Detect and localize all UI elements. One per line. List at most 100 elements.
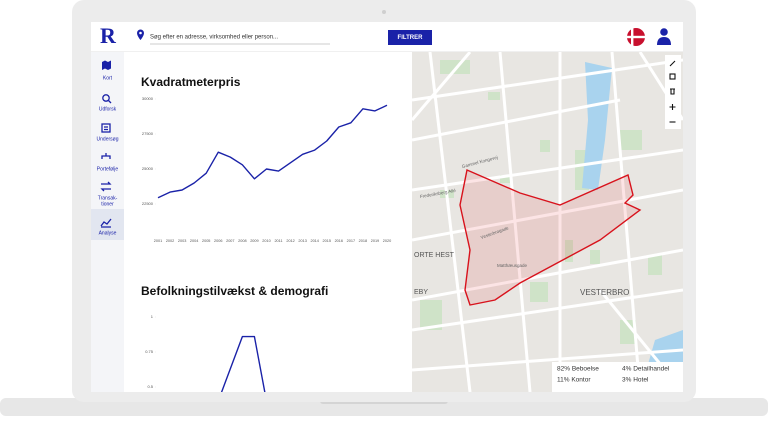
icon-map[interactable] bbox=[102, 60, 111, 71]
filter-button[interactable] bbox=[388, 30, 432, 45]
map-road bbox=[412, 348, 683, 372]
x-tick-label: 2009 bbox=[250, 239, 258, 243]
data-line bbox=[157, 104, 388, 199]
map-tools bbox=[665, 55, 681, 129]
search-pin-dot bbox=[139, 31, 142, 35]
map-selection[interactable] bbox=[459, 169, 642, 306]
sidebar-label[interactable]: Transak- bbox=[98, 195, 118, 201]
x-tick-label: 2003 bbox=[178, 239, 186, 243]
y-tick-label: 27500 bbox=[142, 131, 154, 136]
x-tick-label: 2015 bbox=[323, 239, 331, 243]
map-park bbox=[565, 240, 573, 262]
sidebar-label[interactable]: Portefølje bbox=[97, 166, 119, 172]
x-tick-label: 2002 bbox=[166, 239, 174, 243]
sidebar-label[interactable]: Analyse bbox=[99, 230, 117, 236]
x-tick-label: 2005 bbox=[202, 239, 210, 243]
data-line bbox=[220, 335, 266, 392]
map-park bbox=[620, 130, 642, 150]
map-lake bbox=[582, 62, 612, 190]
map-road bbox=[498, 52, 532, 392]
map-park bbox=[648, 255, 662, 275]
camera bbox=[382, 10, 386, 14]
search-pin bbox=[137, 29, 144, 40]
chart-panel bbox=[124, 52, 412, 392]
map-road bbox=[412, 58, 683, 102]
y-tick-label: 0.75 bbox=[145, 349, 154, 354]
map-label: VESTERBRO bbox=[580, 288, 629, 297]
icon-explore-handle[interactable] bbox=[108, 100, 112, 104]
flag-cross-h bbox=[627, 35, 645, 39]
x-tick-label: 2013 bbox=[298, 239, 306, 243]
x-tick-label: 2006 bbox=[214, 239, 222, 243]
map-label: EBY bbox=[414, 289, 428, 296]
chart-title: Befolkningstilvækst & demografi bbox=[141, 284, 328, 298]
filter-button-label[interactable]: FILTRER bbox=[398, 35, 424, 41]
x-tick-label: 2008 bbox=[238, 239, 246, 243]
x-tick-label: 2018 bbox=[359, 239, 367, 243]
sidebar-active bbox=[91, 209, 124, 240]
icon-analysis[interactable] bbox=[100, 218, 112, 228]
tool-delete[interactable] bbox=[670, 88, 675, 95]
map-label: Matthæusgade bbox=[497, 263, 528, 268]
legend-entry: 82% Beboelse bbox=[557, 366, 599, 373]
map-label: ORTE HEST bbox=[414, 252, 455, 259]
y-tick-label: 30000 bbox=[142, 96, 154, 101]
x-tick-label: 2017 bbox=[347, 239, 355, 243]
x-tick-label: 2016 bbox=[335, 239, 343, 243]
tool-draw[interactable] bbox=[669, 60, 676, 67]
logo[interactable]: R bbox=[100, 23, 117, 48]
chart-title: Kvadratmeterpris bbox=[141, 75, 241, 89]
sidebar-label[interactable]: Kort bbox=[103, 75, 113, 81]
map-road bbox=[412, 288, 683, 332]
map-road bbox=[412, 52, 472, 121]
header bbox=[91, 22, 683, 52]
y-tick-label: 0.5 bbox=[147, 384, 153, 389]
map-label: Frederiksberg Allé bbox=[420, 188, 457, 199]
x-tick-label: 2012 bbox=[286, 239, 294, 243]
user-icon-head[interactable] bbox=[660, 28, 668, 36]
sidebar-label[interactable]: tioner bbox=[101, 201, 114, 207]
icon-transactions[interactable] bbox=[100, 181, 112, 192]
legend-entry: 4% Detailhandel bbox=[622, 366, 670, 373]
map-road bbox=[428, 52, 472, 392]
map-park bbox=[540, 140, 550, 152]
search-input[interactable]: Søg efter en adresse, virksomhed eller p… bbox=[150, 35, 278, 41]
map-park bbox=[420, 300, 442, 330]
sidebar-label[interactable]: Undersøg bbox=[97, 136, 119, 142]
user-icon-body[interactable] bbox=[657, 37, 671, 45]
x-tick-label: 2019 bbox=[371, 239, 379, 243]
x-tick-label: 2007 bbox=[226, 239, 234, 243]
map-road bbox=[412, 188, 683, 242]
y-tick-label: 1 bbox=[151, 314, 154, 319]
y-tick-label: 25000 bbox=[142, 166, 154, 171]
x-tick-label: 2001 bbox=[154, 239, 162, 243]
icon-investigate-lines[interactable] bbox=[104, 126, 108, 131]
charts: Kvadratmeterpris 22500 25000 27500 30000 2001… bbox=[141, 75, 391, 392]
map-park bbox=[488, 92, 500, 100]
map-park bbox=[590, 250, 600, 264]
icon-explore[interactable] bbox=[102, 94, 110, 102]
zoom-in[interactable] bbox=[669, 104, 676, 110]
icon-portfolio[interactable] bbox=[101, 153, 111, 159]
map-park bbox=[500, 175, 510, 183]
y-tick-label: 22500 bbox=[142, 201, 154, 206]
map-park bbox=[530, 282, 548, 302]
legend-entry: 11% Kontor bbox=[557, 377, 591, 384]
map-legend bbox=[552, 362, 683, 392]
x-tick-label: 2011 bbox=[274, 239, 282, 243]
sidebar-label[interactable]: Udforsk bbox=[99, 106, 117, 112]
legend-entry: 3% Hotel bbox=[622, 377, 649, 384]
x-tick-label: 2004 bbox=[190, 239, 198, 243]
tool-select[interactable] bbox=[669, 73, 676, 80]
map-road bbox=[412, 148, 683, 192]
x-tick-label: 2020 bbox=[383, 239, 391, 243]
map-park bbox=[440, 60, 470, 74]
icon-investigate[interactable] bbox=[101, 123, 111, 133]
map-road bbox=[412, 98, 621, 142]
x-tick-label: 2010 bbox=[262, 239, 270, 243]
map-park bbox=[620, 320, 636, 344]
x-tick-label: 2014 bbox=[310, 239, 318, 243]
laptop-base bbox=[0, 398, 768, 416]
